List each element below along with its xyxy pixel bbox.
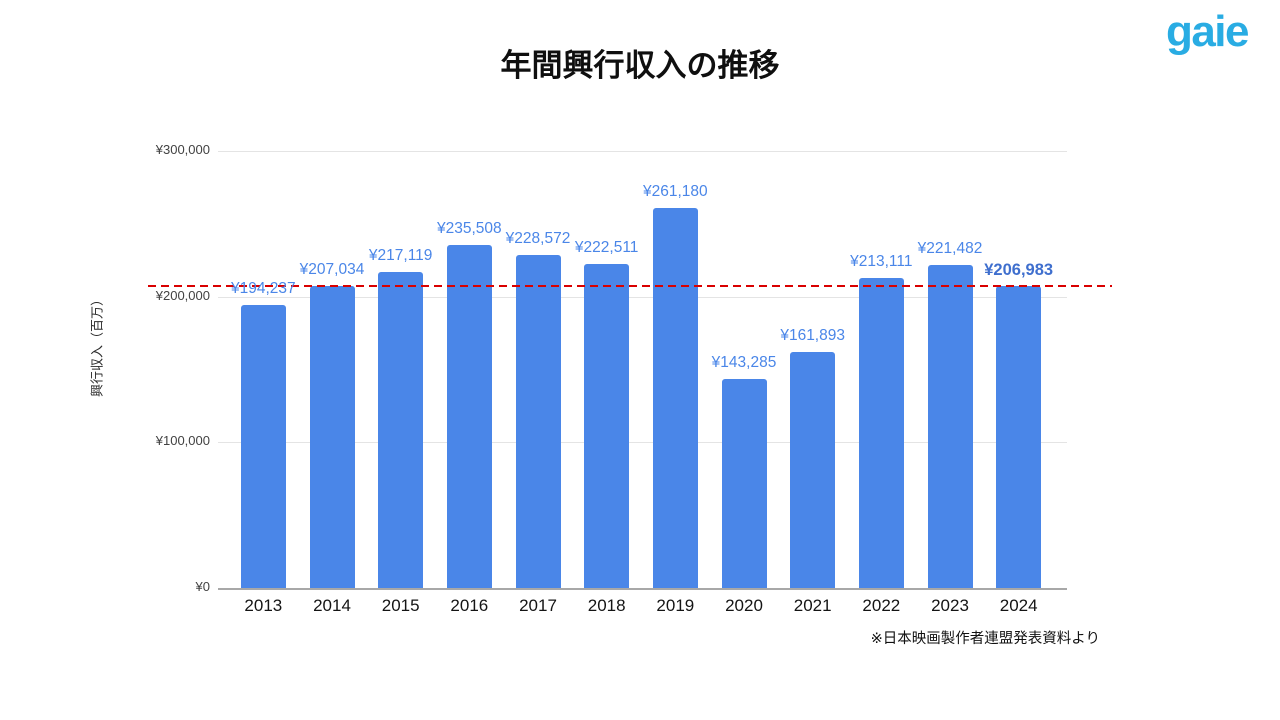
bar-value-label: ¥221,482 xyxy=(917,240,983,258)
x-tick-label: 2021 xyxy=(793,596,832,615)
bar-2019 xyxy=(652,207,698,588)
logo-gaie: gaie xyxy=(1165,7,1250,56)
bar-value-label: ¥235,508 xyxy=(437,219,502,237)
y-axis-title: 興行収入（百万） xyxy=(89,292,105,398)
bar-2014 xyxy=(309,286,355,588)
bar-2024 xyxy=(996,286,1042,588)
bar-value-label: ¥194,237 xyxy=(231,280,296,298)
bar-2020 xyxy=(721,379,767,588)
x-tick-label: 2023 xyxy=(931,596,969,615)
bar-value-label: ¥228,572 xyxy=(505,230,571,248)
x-tick-label: 2016 xyxy=(450,596,489,615)
bar-value-label: ¥143,285 xyxy=(711,354,777,372)
reference-line xyxy=(148,284,1112,288)
bar-2023 xyxy=(927,265,973,588)
page-title: 年間興行収入の推移 xyxy=(500,48,780,83)
bar-value-label: ¥161,893 xyxy=(780,327,845,345)
x-tick-label: 2022 xyxy=(862,596,901,615)
x-tick-label: 2024 xyxy=(999,596,1038,615)
x-tick-label: 2018 xyxy=(587,596,626,615)
gridline xyxy=(218,296,1067,298)
y-tick-label: ¥100,000 xyxy=(155,433,210,449)
bar-2013 xyxy=(240,305,286,588)
x-tick-label: 2017 xyxy=(519,596,557,615)
y-tick-label: ¥0 xyxy=(195,579,210,594)
bar-2015 xyxy=(378,271,424,588)
x-tick-label: 2019 xyxy=(656,596,695,615)
gridline xyxy=(218,151,1067,152)
x-tick-label: 2020 xyxy=(725,596,763,615)
bar-value-label: ¥222,511 xyxy=(574,238,639,256)
bar-value-label: ¥207,034 xyxy=(299,261,365,279)
x-axis-line xyxy=(218,588,1067,590)
bar-2022 xyxy=(858,277,904,588)
y-tick-label: ¥200,000 xyxy=(155,287,210,303)
gridline xyxy=(218,442,1067,444)
x-tick-label: 2015 xyxy=(381,596,420,615)
bar-value-label: ¥206,983 xyxy=(984,261,1054,280)
bar-value-label: ¥217,119 xyxy=(368,246,433,264)
y-tick-label: ¥300,000 xyxy=(155,142,210,157)
x-tick-label: 2014 xyxy=(313,596,351,615)
bar-2018 xyxy=(584,263,630,588)
bar-2016 xyxy=(446,244,492,588)
bar-2021 xyxy=(790,352,836,588)
x-tick-label: 2013 xyxy=(244,596,283,615)
source-note: ※日本映画製作者連盟発表資料より xyxy=(870,631,1100,647)
bar-2017 xyxy=(515,255,561,588)
bar-value-label: ¥213,111 xyxy=(850,252,913,270)
bar-value-label: ¥261,180 xyxy=(643,182,708,200)
